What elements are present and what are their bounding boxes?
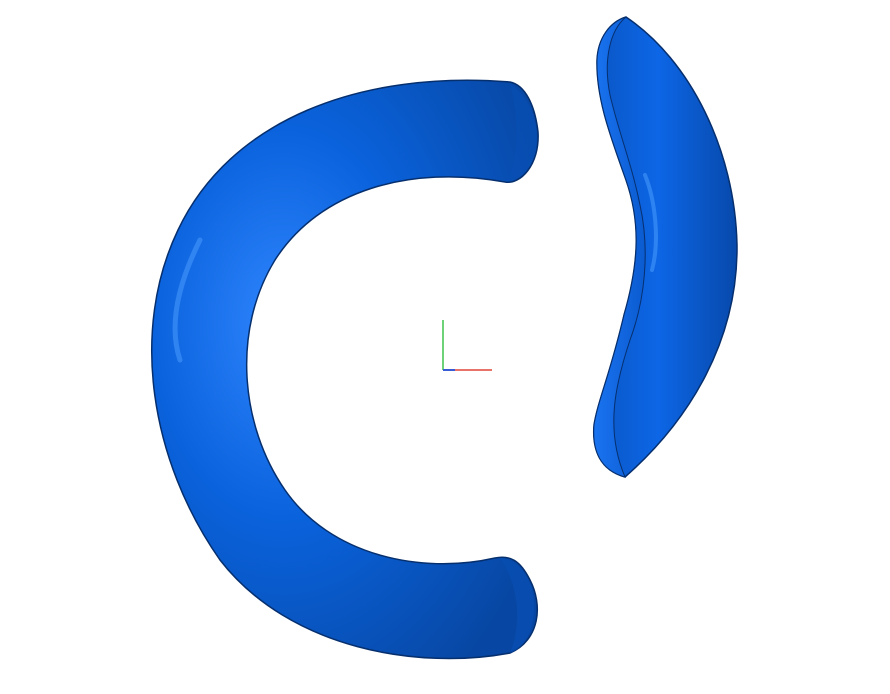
crescent-segment[interactable] bbox=[594, 17, 737, 477]
crescent-body bbox=[594, 17, 737, 477]
axis-triad bbox=[443, 320, 492, 370]
